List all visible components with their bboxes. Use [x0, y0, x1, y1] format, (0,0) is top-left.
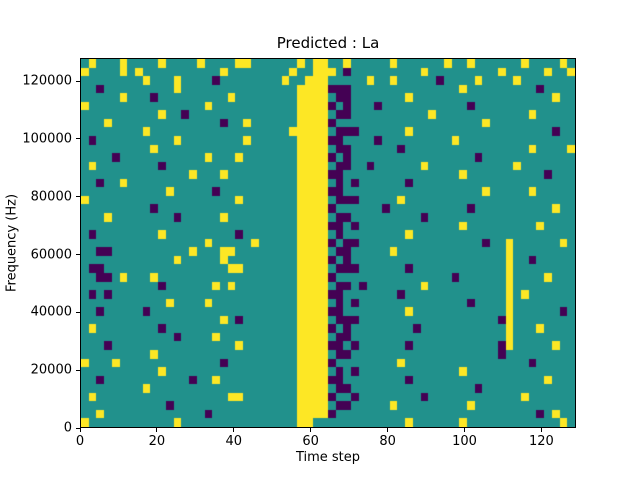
x-tick-mark: [540, 428, 542, 432]
plot-area: [80, 58, 576, 428]
y-tick-mark: [76, 254, 80, 256]
x-tick-label: 100: [452, 434, 477, 449]
x-axis-label: Time step: [295, 450, 361, 465]
y-tick-label: 60000: [30, 247, 72, 263]
y-axis-label: Frequency (Hz): [4, 193, 20, 293]
y-tick-mark: [76, 80, 80, 82]
x-tick-mark: [387, 428, 389, 432]
x-tick-label: 120: [528, 434, 554, 449]
y-tick-label: 40000: [30, 304, 72, 320]
x-tick-label: 40: [225, 434, 243, 449]
x-tick-label: 60: [302, 434, 319, 449]
heatmap-canvas: [81, 59, 575, 427]
x-tick-mark: [310, 428, 312, 432]
y-tick-mark: [76, 427, 80, 429]
y-tick-label: 80000: [30, 189, 72, 205]
x-tick-label: 0: [75, 434, 85, 449]
y-tick-mark: [76, 196, 80, 198]
y-tick-mark: [76, 138, 80, 140]
x-tick-mark: [156, 428, 158, 432]
x-tick-label: 20: [148, 434, 166, 449]
y-tick-label: 0: [63, 420, 72, 436]
x-tick-mark: [463, 428, 465, 432]
y-tick-mark: [76, 311, 80, 313]
y-tick-label: 120000: [22, 73, 72, 89]
y-tick-label: 100000: [22, 131, 72, 147]
x-tick-mark: [79, 428, 81, 432]
y-tick-mark: [76, 369, 80, 371]
x-tick-mark: [233, 428, 235, 432]
x-tick-label: 80: [379, 434, 396, 449]
chart-title: Predicted : La: [276, 34, 380, 52]
y-tick-label: 20000: [30, 362, 72, 378]
